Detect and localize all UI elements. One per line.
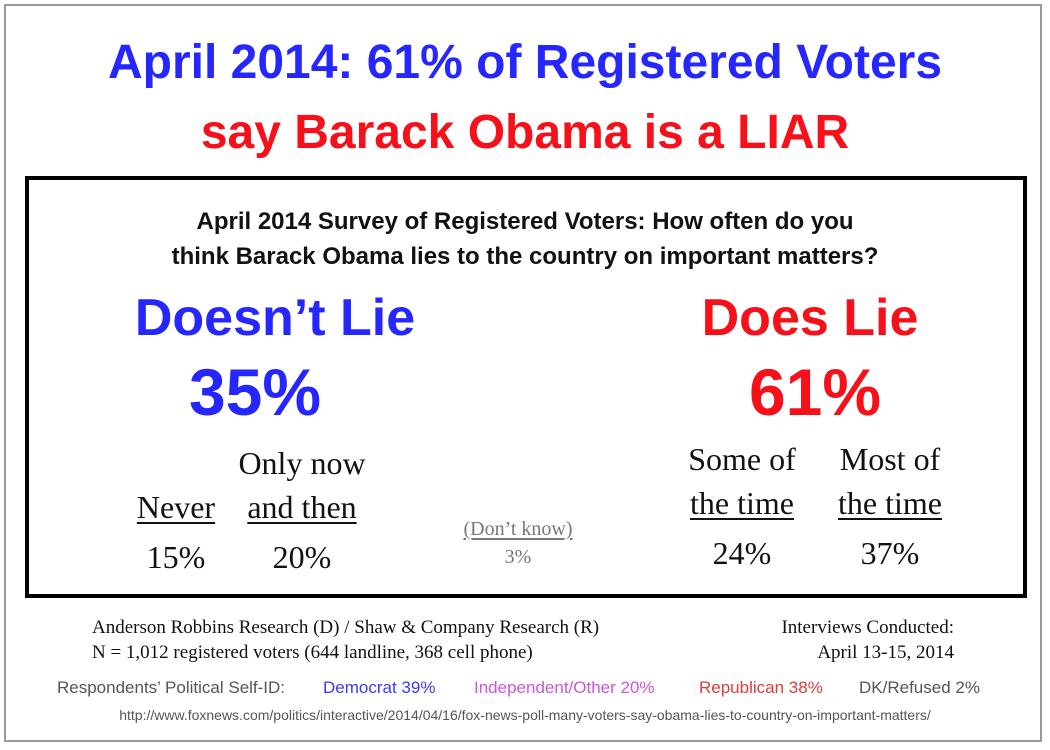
doesnt-lie-label: Doesn’t Lie (134, 289, 416, 347)
category-dont-know-value: 3% (504, 546, 532, 568)
category-dont-know-label: (Don’t know) (463, 518, 573, 540)
category-most-value: 37% (860, 535, 920, 571)
category-most-of-the-time: Most of the time 37% (820, 437, 960, 575)
source-line-1: Anderson Robbins Research (D) / Shaw & C… (92, 617, 600, 638)
survey-box (25, 176, 1027, 598)
interviews-label: Interviews Conducted: (781, 617, 954, 638)
category-most-label: the time (838, 485, 942, 521)
self-id-democrat: Democrat 39% (323, 678, 436, 697)
headline-line-2: say Barack Obama is a LIAR (200, 106, 850, 159)
category-never-value: 15% (146, 539, 206, 575)
source-line-2: N = 1,012 registered voters (644 landlin… (92, 642, 533, 663)
interview-dates: April 13-15, 2014 (817, 642, 954, 663)
category-only-now-label-top: Only now (238, 445, 366, 481)
self-id-republican: Republican 38% (699, 678, 823, 697)
self-id-label: Respondents’ Political Self-ID: (57, 678, 286, 697)
category-only-now-and-then: Only now and then 20% (232, 441, 372, 579)
category-only-now-label: and then (247, 489, 357, 525)
headline-line-1: April 2014: 61% of Registered Voters (107, 36, 943, 89)
survey-question: April 2014 Survey of Registered Voters: … (0, 204, 1050, 274)
category-some-label: the time (690, 485, 794, 521)
question-line-1: April 2014 Survey of Registered Voters: … (196, 208, 854, 235)
does-lie-value: 61% (748, 355, 882, 429)
category-some-value: 24% (712, 535, 772, 571)
self-id-independent: Independent/Other 20% (474, 678, 655, 697)
category-some-of-the-time: Some of the time 24% (672, 437, 812, 575)
does-lie-label: Does Lie (701, 289, 919, 347)
doesnt-lie-value: 35% (188, 355, 322, 429)
outer-frame (4, 4, 1042, 742)
category-never-label: Never (136, 489, 216, 525)
category-never: Never 15% (120, 485, 232, 579)
source-url[interactable]: http://www.foxnews.com/politics/interact… (119, 707, 931, 723)
self-id-dk: DK/Refused 2% (859, 678, 980, 697)
category-only-now-value: 20% (272, 539, 332, 575)
category-some-label-top: Some of (688, 441, 796, 477)
question-line-2: think Barack Obama lies to the country o… (171, 243, 879, 270)
category-most-label-top: Most of (839, 441, 941, 477)
category-dont-know: (Don’t know) 3% (440, 516, 596, 570)
